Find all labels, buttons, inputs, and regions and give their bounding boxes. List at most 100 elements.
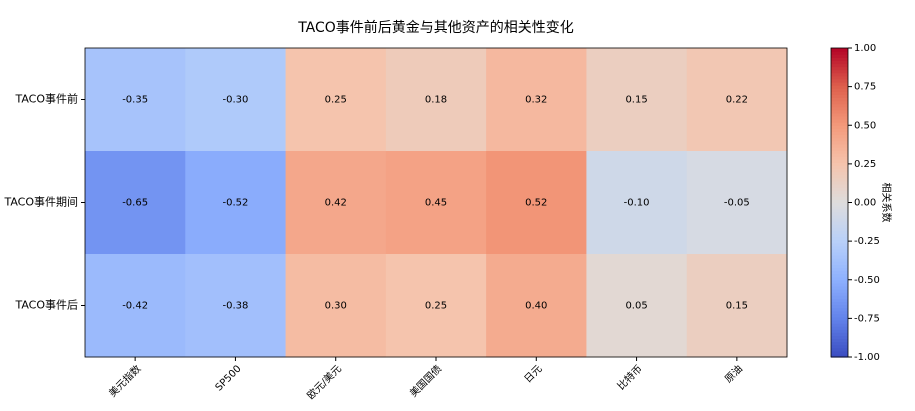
colorbar-step — [831, 319, 848, 324]
colorbar-step — [831, 221, 848, 225]
cell-label: 0.45 — [425, 198, 447, 209]
colorbar-step — [831, 261, 848, 265]
colorbar-step — [831, 313, 848, 318]
colorbar-step — [831, 224, 848, 228]
colorbar-step — [831, 174, 848, 179]
colorbar-step — [831, 276, 848, 281]
colorbar-step — [831, 236, 848, 241]
colorbar-step — [831, 304, 848, 309]
heatmap-cell — [686, 151, 788, 255]
heatmap-cell — [285, 254, 387, 358]
colorbar-step — [831, 112, 848, 117]
colorbar-step — [831, 143, 848, 148]
colorbar-step — [831, 60, 848, 65]
colorbar-tick-label: 0.75 — [854, 82, 876, 93]
colorbar-step — [831, 54, 848, 58]
cell-label: -0.38 — [222, 301, 248, 312]
cell-label: -0.42 — [122, 301, 148, 312]
colorbar-tick-label: -0.25 — [854, 236, 880, 247]
colorbar-step — [831, 88, 848, 92]
colorbar-step — [831, 208, 848, 213]
colorbar-step — [831, 149, 848, 154]
cell-label: 0.15 — [625, 95, 647, 106]
colorbar-step — [831, 307, 848, 312]
cell-label: 0.05 — [625, 301, 647, 312]
colorbar-step — [831, 81, 848, 86]
colorbar-step — [831, 162, 848, 167]
colorbar-step — [831, 316, 848, 321]
colorbar-step — [831, 115, 848, 120]
colorbar-step — [831, 48, 848, 52]
colorbar-step — [831, 180, 848, 185]
colorbar-step — [831, 279, 848, 284]
colorbar-step — [831, 140, 848, 145]
colorbar-step — [831, 258, 848, 262]
chart-title: TACO事件前后黄金与其他资产的相关性变化 — [297, 19, 574, 36]
colorbar-step — [831, 248, 848, 253]
colorbar-step — [831, 156, 848, 160]
colorbar-step — [831, 125, 848, 129]
colorbar-step — [831, 146, 848, 151]
colorbar-step — [831, 51, 848, 55]
cell-label: 0.52 — [525, 198, 547, 209]
colorbar-step — [831, 94, 848, 99]
heatmap-cell — [85, 151, 186, 255]
heatmap-cell — [385, 48, 487, 152]
colorbar-step — [831, 289, 848, 293]
colorbar-step — [831, 78, 848, 83]
x-tick-label: SP500 — [214, 363, 244, 393]
cell-label: 0.15 — [726, 301, 748, 312]
cell-label: 0.18 — [425, 95, 447, 106]
cell-label: 0.40 — [525, 301, 547, 312]
cell-label: -0.05 — [724, 198, 750, 209]
x-tick-label: 原油 — [722, 362, 745, 385]
colorbar-step — [831, 298, 848, 302]
colorbar-step — [831, 199, 848, 204]
x-tick-label: 欧元/美元 — [304, 362, 344, 402]
colorbar-step — [831, 353, 848, 358]
heatmap-cell — [85, 254, 186, 358]
colorbar-step — [831, 177, 848, 182]
heatmap-cell — [185, 254, 287, 358]
heatmap-cell — [486, 151, 587, 255]
colorbar-step — [831, 171, 848, 176]
colorbar-step — [831, 332, 848, 336]
colorbar-tick-label: -0.75 — [854, 313, 880, 324]
colorbar-step — [831, 310, 848, 315]
colorbar-step — [831, 153, 848, 157]
y-tick-label: TACO事件期间 — [3, 196, 78, 209]
colorbar-step — [831, 122, 848, 126]
colorbar-step — [831, 267, 848, 272]
heatmap-cell — [85, 48, 186, 152]
colorbar-step — [831, 347, 848, 352]
colorbar-step — [831, 338, 848, 343]
x-tick-label: 美国国债 — [407, 362, 444, 399]
colorbar-step — [831, 109, 848, 114]
colorbar-step — [831, 242, 848, 247]
heatmap-cell — [586, 48, 688, 152]
colorbar-step — [831, 119, 848, 123]
colorbar-step — [831, 292, 848, 296]
colorbar-step — [831, 202, 848, 207]
heatmap-cell — [486, 48, 587, 152]
colorbar-step — [831, 103, 848, 108]
colorbar-step — [831, 285, 848, 290]
cell-label: 0.42 — [325, 198, 347, 209]
heatmap-cell — [686, 48, 788, 152]
colorbar-step — [831, 100, 848, 105]
colorbar-step — [831, 217, 848, 222]
colorbar-step — [831, 63, 848, 68]
colorbar-step — [831, 230, 848, 234]
colorbar-step — [831, 128, 848, 133]
colorbar-step — [831, 66, 848, 71]
colorbar-step — [831, 134, 848, 139]
colorbar-step — [831, 282, 848, 287]
colorbar-step — [831, 72, 848, 77]
colorbar-step — [831, 205, 848, 210]
colorbar-step — [831, 344, 848, 349]
y-tick-label: TACO事件后 — [14, 299, 78, 312]
cell-label: 0.22 — [726, 95, 748, 106]
colorbar-step — [831, 245, 848, 250]
heatmap-cell — [185, 151, 287, 255]
